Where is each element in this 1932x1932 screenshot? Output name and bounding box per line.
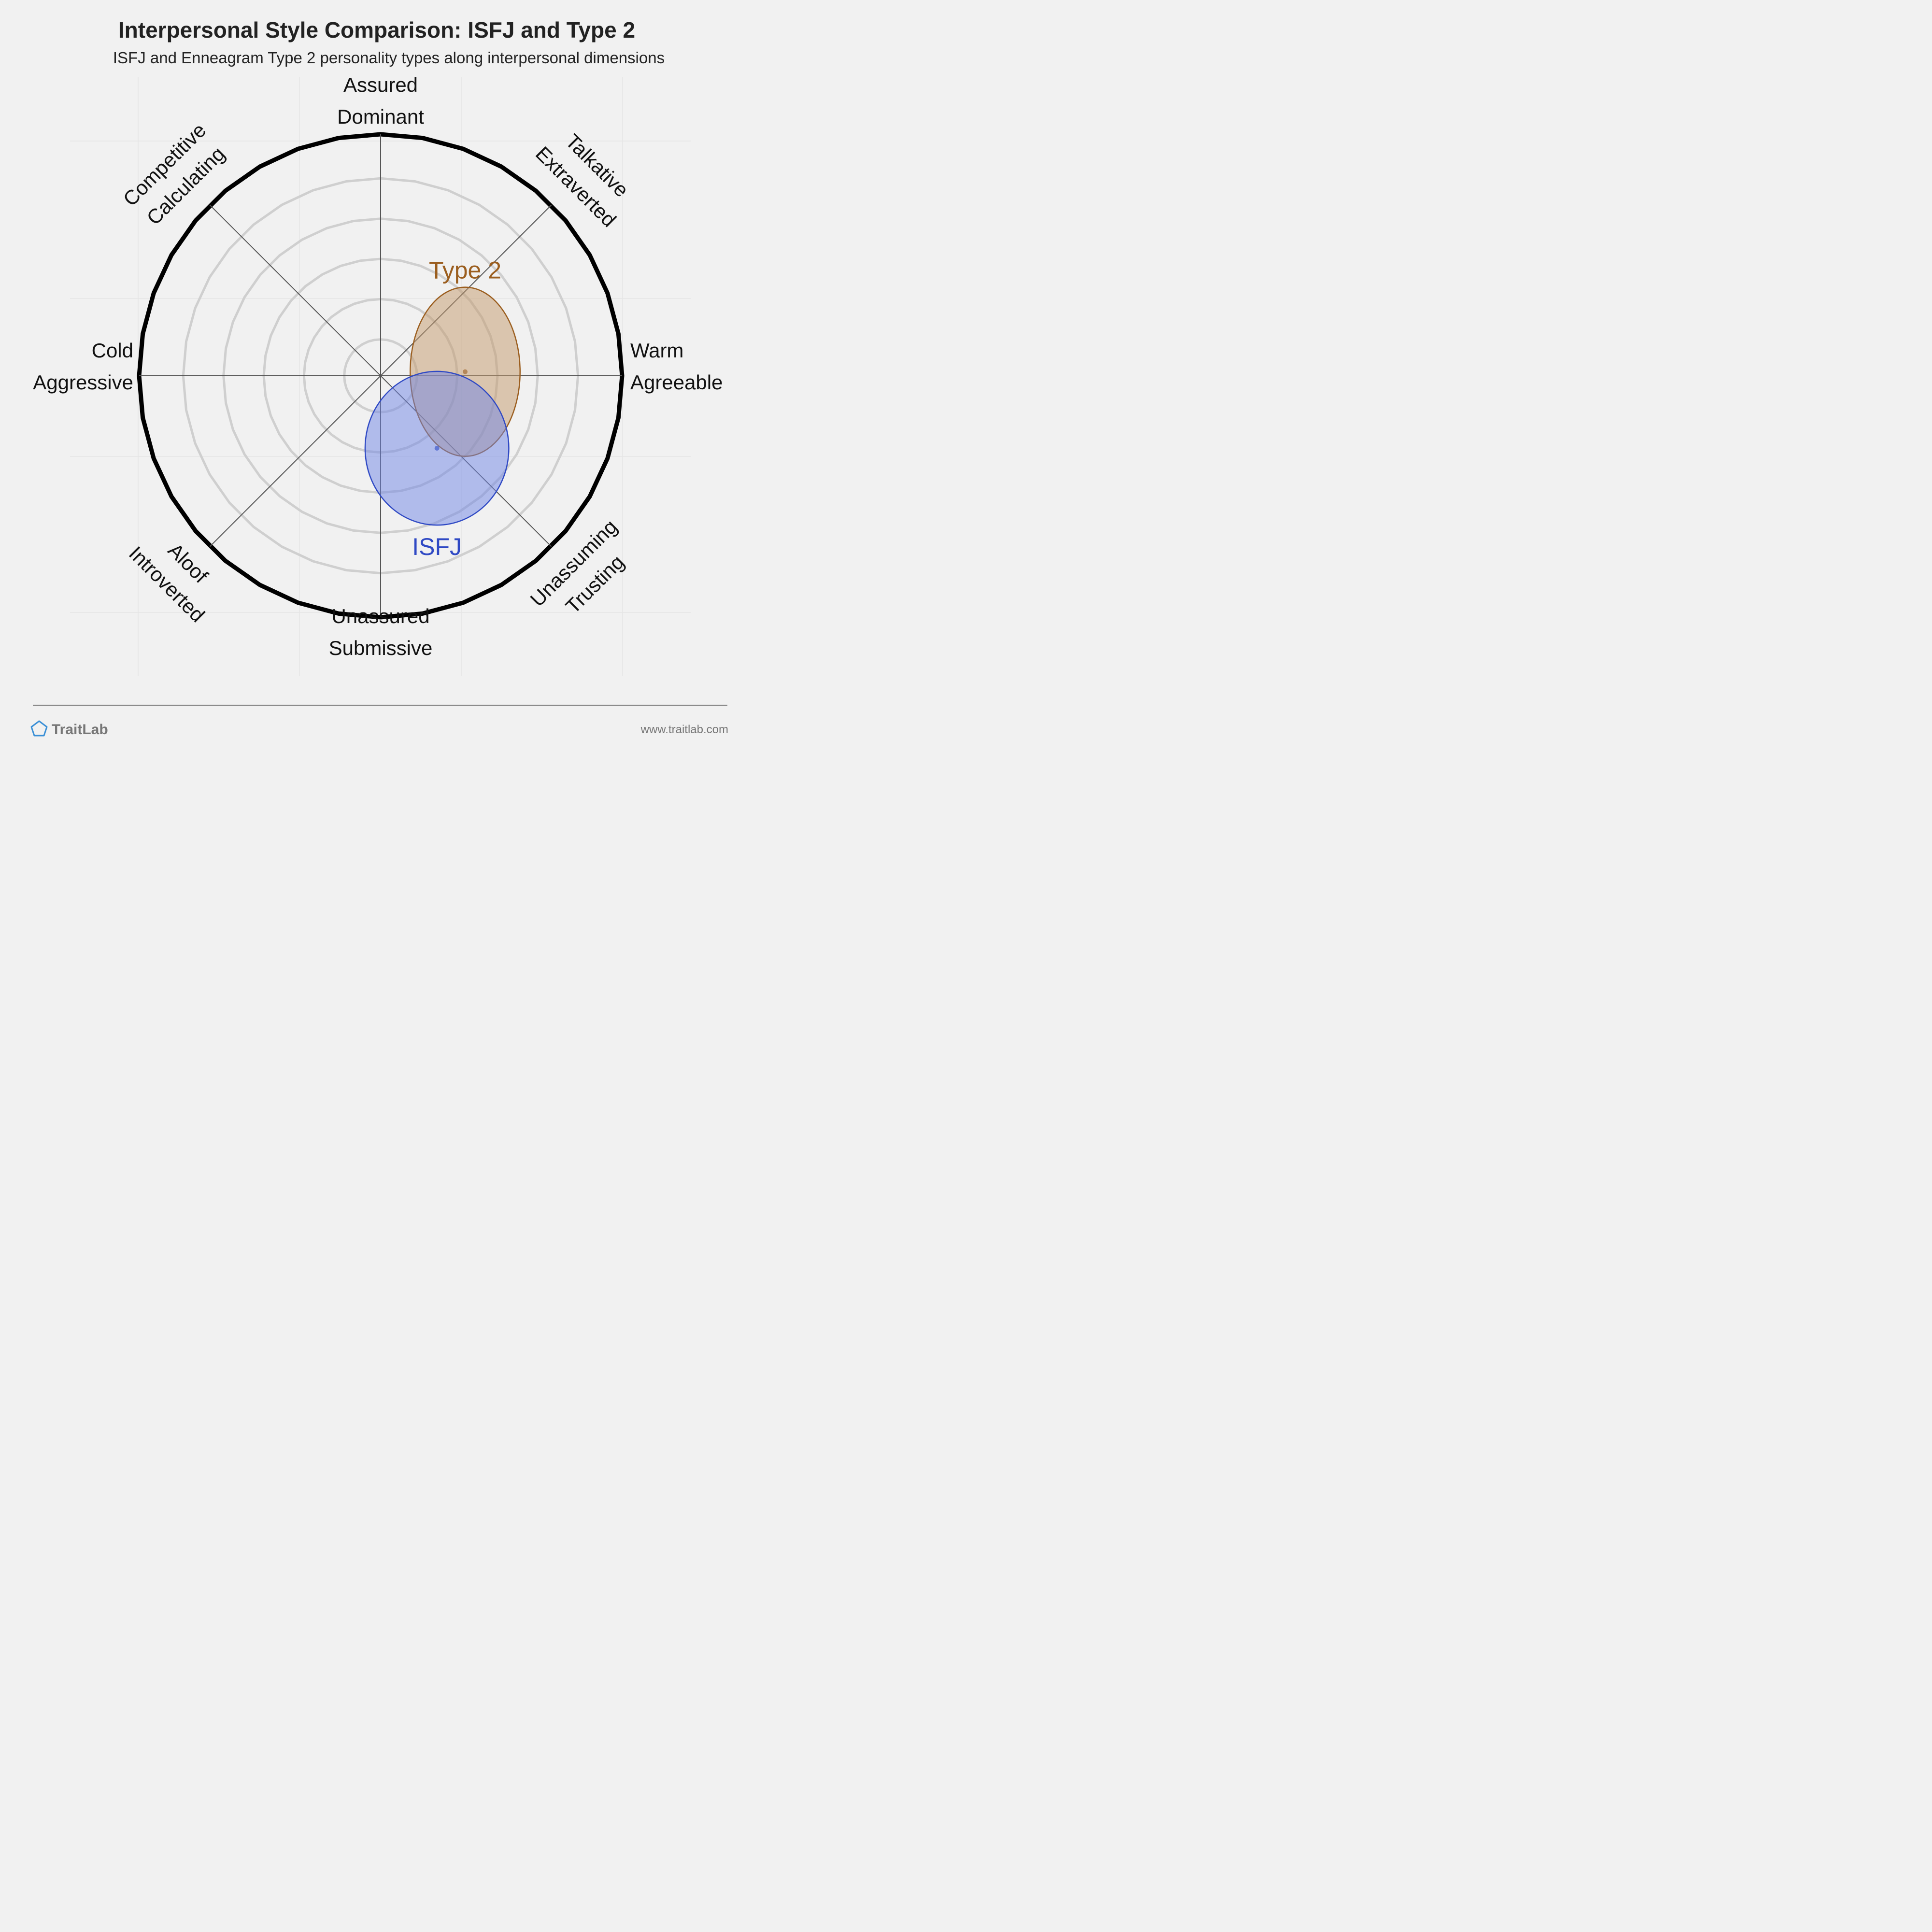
axis-label-south: Unassured Submissive [329,605,433,659]
traitlab-logo-icon [30,720,48,737]
axis-label-text: Unassured [331,605,429,627]
axis-label-text: Cold [92,339,133,362]
series-layer: Type 2 ISFJ [364,257,521,560]
axis-label-west: Cold Aggressive [33,339,133,394]
axis-label-north: Assured Dominant [337,73,424,128]
circumplex-chart: Interpersonal Style Comparison: ISFJ and… [30,17,728,738]
axis-label-text: Assured [343,73,418,96]
series-label-0: Type 2 [429,257,501,284]
series-center-0 [463,369,468,374]
chart-title: Interpersonal Style Comparison: ISFJ and… [118,17,635,43]
footer-brand: TraitLab [52,722,108,738]
chart-subtitle: ISFJ and Enneagram Type 2 personality ty… [113,49,665,67]
footer-url[interactable]: www.traitlab.com [640,723,728,736]
axis-label-text: Dominant [337,105,424,128]
axis-label-text: Submissive [329,637,433,659]
axis-label-east: Warm Agreeable [630,339,723,394]
axis-label-text: Agreeable [630,371,723,394]
axis-label-text: Warm [630,339,683,362]
series-label-1: ISFJ [412,533,462,560]
axes [139,134,622,617]
axis-label-text: Aggressive [33,371,133,394]
series-center-1 [434,446,440,451]
